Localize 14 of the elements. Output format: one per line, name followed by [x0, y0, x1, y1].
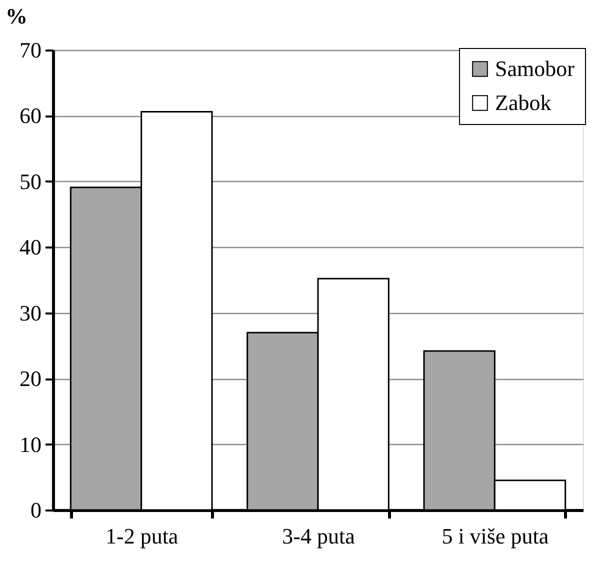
- y-tick-label: 30: [20, 300, 42, 326]
- y-tick-label: 40: [20, 234, 42, 260]
- y-axis-title: %: [6, 4, 28, 28]
- x-tick-label: 3-4 puta: [282, 524, 356, 548]
- x-tick-label: 5 i više puta: [442, 524, 549, 548]
- legend-label: Zabok: [495, 90, 552, 115]
- y-tick-label: 70: [20, 38, 42, 62]
- y-tick-label: 60: [20, 103, 42, 128]
- y-tick-label: 0: [30, 498, 42, 522]
- x-tick-label: 1-2 puta: [105, 524, 178, 548]
- y-tick-label: 50: [20, 168, 42, 194]
- y-tick-label: 20: [20, 366, 42, 392]
- legend-label: Samobor: [495, 56, 576, 81]
- y-tick-label: 10: [20, 432, 42, 457]
